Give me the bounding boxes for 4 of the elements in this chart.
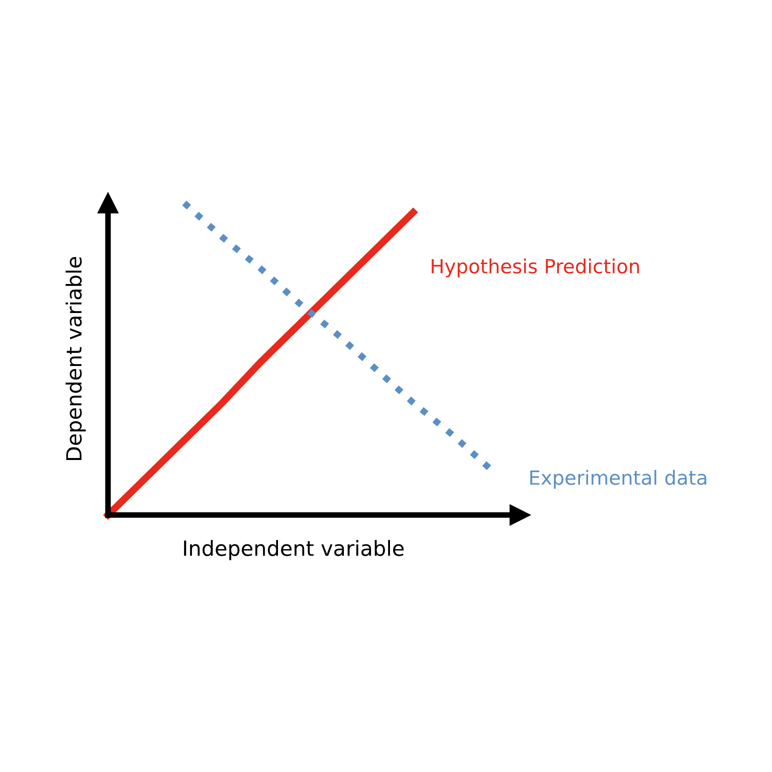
text: Hypothesis Prediction [432,258,639,278]
y-axis-title: Dependent variable [66,257,86,460]
x-axis-title: Independent variable [184,540,404,560]
text: Experimental data [530,470,706,489]
